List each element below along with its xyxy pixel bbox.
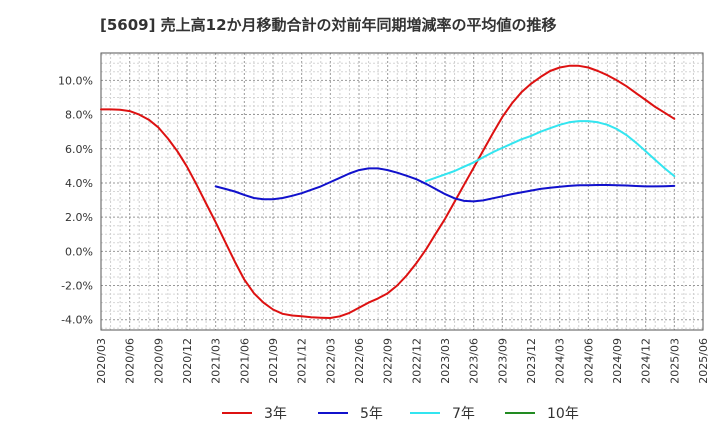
series-line-5年	[214, 167, 676, 203]
legend-label: 3年	[264, 406, 287, 422]
x-tick-label: 2024/09	[611, 338, 624, 384]
x-tick-label: 2022/09	[382, 338, 395, 384]
x-tick-label: 2021/06	[238, 338, 251, 384]
series-lines	[100, 64, 676, 319]
series-line-7年	[424, 120, 676, 183]
legend-label: 7年	[452, 406, 475, 422]
x-tick-label: 2020/12	[181, 338, 194, 384]
y-tick-label: 6.0%	[65, 143, 93, 156]
y-tick-label: -4.0%	[61, 314, 93, 327]
series-line-3年	[100, 64, 676, 319]
x-tick-label: 2020/06	[124, 338, 137, 384]
x-tick-label: 2020/03	[95, 338, 108, 384]
x-tick-label: 2025/06	[697, 338, 710, 384]
x-tick-label: 2021/03	[210, 338, 223, 384]
x-tick-label: 2023/12	[525, 338, 538, 384]
y-tick-label: 4.0%	[65, 177, 93, 190]
x-tick-label: 2021/12	[296, 338, 309, 384]
plot-frame	[100, 52, 704, 331]
x-tick-label: 2023/03	[439, 338, 452, 384]
x-tick-label: 2023/09	[496, 338, 509, 384]
x-tick-label: 2021/09	[267, 338, 280, 384]
chart-title: [5609] 売上高12か月移動合計の対前年同期増減率の平均値の推移	[100, 16, 557, 34]
x-tick-label: 2025/03	[668, 338, 681, 384]
legend-label: 10年	[547, 406, 579, 422]
x-tick-label: 2020/09	[152, 338, 165, 384]
legend-label: 5年	[360, 406, 383, 422]
x-tick-label: 2022/06	[353, 338, 366, 384]
legend: 3年 5年 7年 10年	[222, 406, 579, 422]
grid	[100, 53, 704, 330]
x-tick-label: 2022/12	[410, 338, 423, 384]
y-tick-label: -2.0%	[61, 280, 93, 293]
x-tick-label: 2022/03	[324, 338, 337, 384]
y-tick-label: 2.0%	[65, 211, 93, 224]
axes: -4.0% -2.0% 0.0% 2.0% 4.0% 6.0% 8.0% 10.0% 2020/…	[58, 52, 710, 384]
y-tick-label: 0.0%	[65, 245, 93, 258]
x-tick-label: 2024/12	[640, 338, 653, 384]
x-tick-label: 2023/06	[468, 338, 481, 384]
y-tick-label: 8.0%	[65, 109, 93, 122]
x-tick-label: 2024/03	[554, 338, 567, 384]
x-tick-label: 2024/06	[582, 338, 595, 384]
y-tick-label: 10.0%	[58, 74, 93, 87]
